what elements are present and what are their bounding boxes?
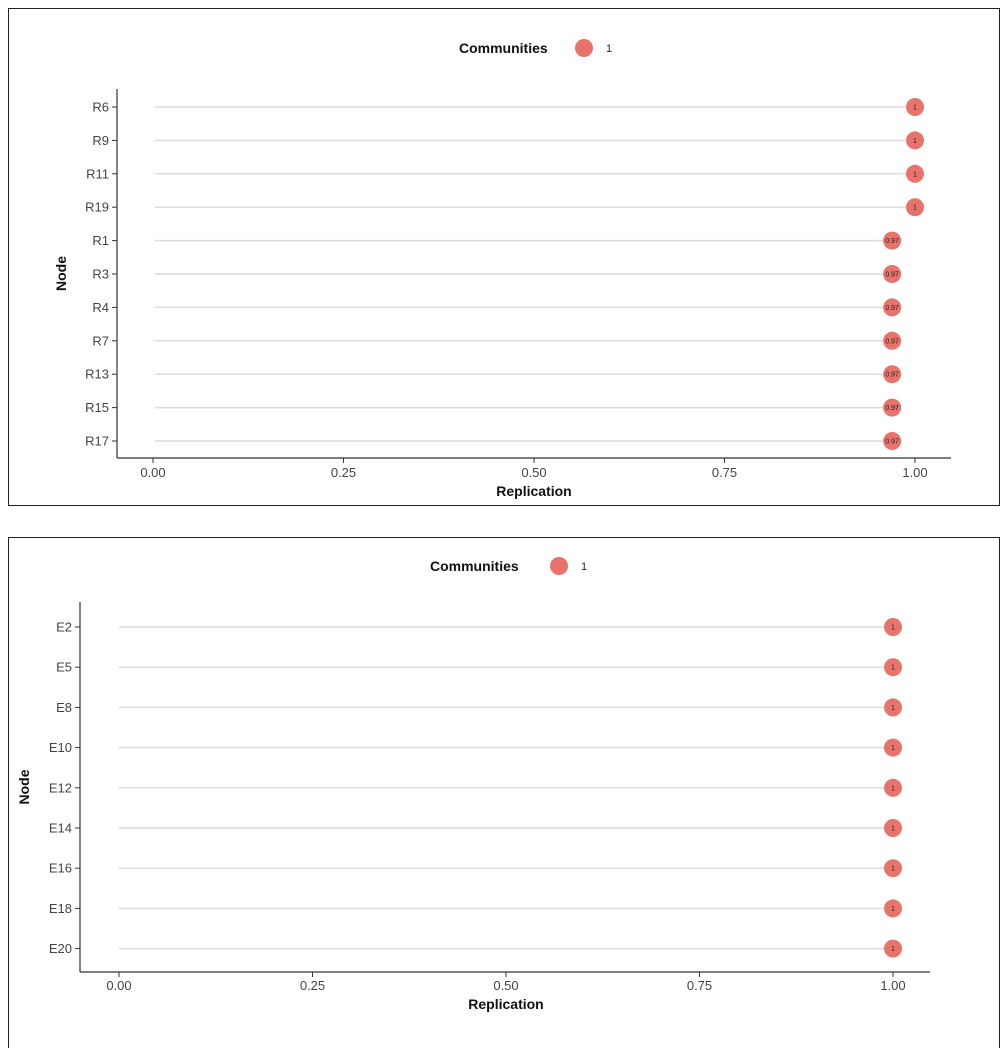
data-point-label: 1 bbox=[891, 826, 895, 833]
y-tick-label: E5 bbox=[56, 660, 72, 675]
data-point bbox=[883, 365, 902, 384]
y-tick-label: R1 bbox=[92, 233, 109, 248]
legend-label: 1 bbox=[606, 43, 612, 55]
y-tick-label: R4 bbox=[92, 300, 109, 315]
data-point-label: 1 bbox=[891, 946, 895, 953]
data-point bbox=[884, 859, 902, 878]
data-point bbox=[883, 432, 902, 450]
y-tick-label: R7 bbox=[92, 333, 109, 348]
y-axis-title: Node bbox=[53, 256, 69, 291]
data-point bbox=[906, 164, 924, 183]
legend-key-1 bbox=[550, 557, 568, 575]
data-point-label: 0.97 bbox=[885, 405, 899, 412]
data-point bbox=[906, 131, 924, 150]
y-tick-label: R19 bbox=[85, 200, 109, 215]
data-point-label: 0.97 bbox=[885, 272, 899, 279]
y-tick-label: E20 bbox=[49, 941, 72, 956]
data-point-label: 1 bbox=[891, 665, 895, 672]
data-point-label: 1 bbox=[891, 745, 895, 752]
x-tick-label: 0.25 bbox=[300, 978, 325, 993]
chart-svg: Communities 1 0.00 0.25 0.50 0.75 1.00 Replicat… bbox=[16, 557, 930, 1012]
data-point-label: 1 bbox=[913, 105, 917, 112]
y-tick-label: E8 bbox=[56, 700, 72, 715]
chart-panel-replication-r: Communities 1 0.00 0.25 0.50 0.75 1.00 Replicat… bbox=[8, 8, 1000, 506]
x-axis-title: Replication bbox=[496, 483, 571, 499]
data-point bbox=[884, 819, 902, 837]
x-tick-label: 0.25 bbox=[331, 465, 356, 480]
y-tick-label: R9 bbox=[92, 133, 109, 148]
data-point bbox=[884, 778, 902, 797]
legend-label: 1 bbox=[581, 561, 587, 573]
data-point-label: 1 bbox=[891, 705, 895, 712]
data-point bbox=[884, 738, 902, 757]
data-point bbox=[883, 298, 902, 317]
chart-svg: Communities 1 0.00 0.25 0.50 0.75 1.00 Replicat… bbox=[53, 39, 951, 499]
y-tick-label: E12 bbox=[49, 780, 72, 795]
legend-key-1 bbox=[575, 39, 593, 57]
data-point-label: 0.97 bbox=[885, 305, 899, 312]
data-point bbox=[906, 198, 924, 217]
data-point-label: 0.97 bbox=[885, 372, 899, 379]
x-axis-title: Replication bbox=[468, 996, 543, 1012]
y-axis-title: Node bbox=[16, 769, 32, 804]
data-point-label: 1 bbox=[913, 205, 917, 212]
x-tick-label: 1.00 bbox=[880, 978, 905, 993]
data-point bbox=[906, 98, 924, 116]
x-tick-label: 0.00 bbox=[106, 978, 131, 993]
data-point bbox=[883, 265, 902, 283]
data-point-label: 1 bbox=[891, 785, 895, 792]
x-tick-label: 0.75 bbox=[712, 465, 737, 480]
data-point-label: 0.97 bbox=[885, 439, 899, 446]
data-point bbox=[883, 398, 902, 417]
y-tick-label: E14 bbox=[49, 821, 72, 836]
y-tick-label: R11 bbox=[86, 166, 109, 181]
chart-panel-replication-e: Communities 1 0.00 0.25 0.50 0.75 1.00 Replicat… bbox=[8, 537, 1000, 1048]
y-tick-label: E16 bbox=[49, 861, 72, 876]
data-point-label: 1 bbox=[913, 171, 917, 178]
x-tick-label: 0.00 bbox=[140, 465, 165, 480]
y-tick-label: R17 bbox=[85, 434, 109, 449]
data-point bbox=[884, 618, 902, 636]
x-tick-label: 0.50 bbox=[521, 465, 546, 480]
y-tick-label: R3 bbox=[92, 267, 109, 282]
data-point-label: 0.97 bbox=[885, 238, 899, 245]
y-tick-label: E18 bbox=[49, 901, 72, 916]
data-point bbox=[884, 899, 902, 918]
y-tick-label: E2 bbox=[56, 620, 72, 635]
y-tick-label: E10 bbox=[49, 740, 72, 755]
legend-title: Communities bbox=[459, 40, 548, 56]
x-tick-label: 1.00 bbox=[902, 465, 927, 480]
data-point bbox=[883, 231, 902, 250]
y-tick-label: R13 bbox=[85, 367, 109, 382]
data-point-label: 1 bbox=[913, 138, 917, 145]
data-point-label: 1 bbox=[891, 866, 895, 873]
data-point-label: 1 bbox=[891, 625, 895, 632]
legend-title: Communities bbox=[430, 558, 519, 574]
y-tick-label: R6 bbox=[92, 100, 109, 115]
data-point-label: 1 bbox=[891, 906, 895, 913]
data-point bbox=[884, 939, 902, 958]
data-point bbox=[883, 331, 902, 350]
data-point bbox=[884, 658, 902, 677]
x-tick-label: 0.75 bbox=[687, 978, 712, 993]
x-tick-label: 0.50 bbox=[493, 978, 518, 993]
y-tick-label: R15 bbox=[85, 400, 109, 415]
data-point-label: 0.97 bbox=[885, 338, 899, 345]
data-point bbox=[884, 698, 902, 717]
